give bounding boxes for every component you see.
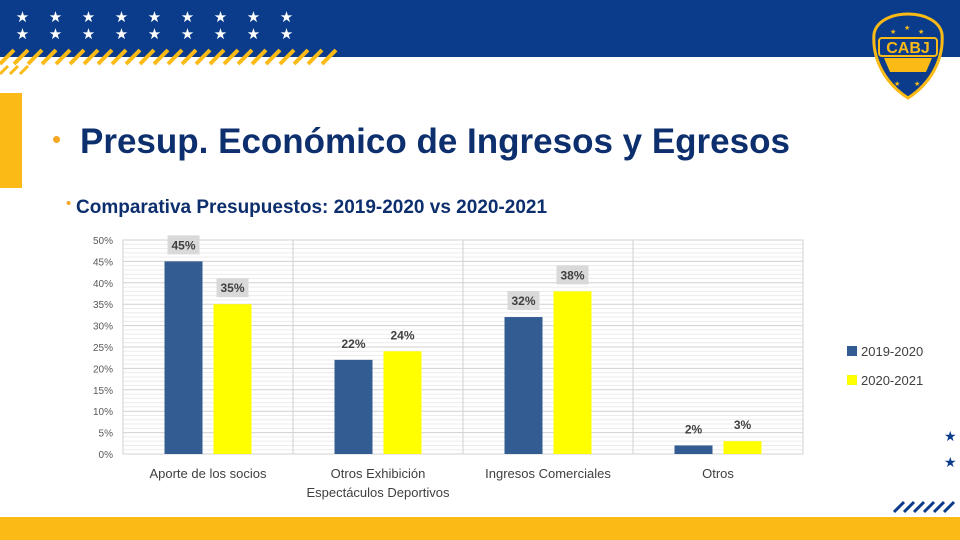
x-tick-label: Espectáculos Deportivos	[306, 485, 450, 500]
data-label: 45%	[171, 238, 195, 252]
y-tick-label: 35%	[93, 300, 113, 311]
star-icon: ★	[180, 9, 195, 26]
side-star-icon: ★	[944, 454, 957, 470]
slide-title: Presup. Económico de Ingresos y Egresos	[80, 122, 790, 161]
legend-label: 2020-2021	[861, 373, 923, 388]
y-tick-label: 45%	[93, 257, 113, 268]
data-label: 2%	[685, 422, 703, 436]
star-icon: ★	[279, 26, 294, 43]
y-tick-label: 50%	[93, 236, 113, 247]
y-tick-label: 15%	[93, 386, 113, 397]
logo-text: CABJ	[886, 40, 930, 57]
x-tick-label: Ingresos Comerciales	[485, 466, 611, 481]
data-label: 32%	[511, 294, 535, 308]
star-icon: ★	[81, 26, 96, 43]
star-icon: ★	[15, 9, 30, 26]
star-icon: ★	[147, 26, 162, 43]
bar-2019-2020	[504, 317, 543, 454]
star-icon: ★	[180, 26, 195, 43]
header-stars-row-1: ★ ★ ★ ★ ★ ★ ★ ★ ★	[6, 9, 303, 26]
svg-text:★: ★	[904, 24, 910, 32]
side-star-icon: ★	[944, 428, 957, 444]
legend-swatch	[847, 346, 857, 356]
y-tick-label: 0%	[99, 450, 114, 461]
slide-subtitle: Comparativa Presupuestos: 2019-2020 vs 2…	[76, 197, 548, 218]
legend-swatch	[847, 375, 857, 385]
star-icon: ★	[114, 26, 129, 43]
star-icon: ★	[48, 9, 63, 26]
title-bullet-icon: •	[52, 124, 62, 154]
star-icon: ★	[15, 26, 30, 43]
data-label: 22%	[341, 337, 365, 351]
bar-2019-2020	[334, 359, 373, 454]
x-tick-label: Otros Exhibición	[331, 466, 426, 481]
data-label: 35%	[220, 281, 244, 295]
left-accent-bar	[0, 93, 22, 188]
y-tick-label: 10%	[93, 407, 113, 418]
star-icon: ★	[246, 9, 261, 26]
data-label-box	[167, 235, 200, 255]
svg-text:★: ★	[890, 28, 896, 36]
svg-text:★: ★	[894, 80, 900, 88]
star-icon: ★	[246, 26, 261, 43]
star-icon: ★	[279, 9, 294, 26]
data-label-box	[216, 278, 249, 298]
x-tick-label: Aporte de los socios	[149, 466, 267, 481]
star-icon: ★	[213, 26, 228, 43]
svg-text:★: ★	[918, 28, 924, 36]
data-label-box	[556, 265, 589, 285]
top-header-band	[0, 0, 960, 57]
bar-2020-2021	[213, 304, 252, 454]
bar-2020-2021	[723, 441, 762, 454]
data-label: 3%	[734, 418, 752, 432]
star-icon: ★	[114, 9, 129, 26]
data-label: 38%	[560, 268, 584, 282]
bottom-right-stripes-decoration	[892, 500, 956, 514]
y-tick-label: 25%	[93, 343, 113, 354]
bar-2019-2020	[164, 261, 203, 454]
data-label: 24%	[390, 328, 414, 342]
star-icon: ★	[81, 9, 96, 26]
x-tick-label: Otros	[702, 466, 734, 481]
star-icon: ★	[213, 9, 228, 26]
bar-2019-2020	[674, 445, 713, 454]
plot-area	[122, 239, 804, 455]
legend-label: 2019-2020	[861, 344, 923, 359]
club-crest-logo: ★ ★ ★ ★ ★ CABJ	[872, 12, 944, 100]
star-icon: ★	[48, 26, 63, 43]
star-icon: ★	[147, 9, 162, 26]
bar-2020-2021	[383, 351, 422, 454]
bottom-accent-bar	[0, 517, 960, 540]
y-tick-label: 40%	[93, 279, 113, 290]
header-stars-row-2: ★ ★ ★ ★ ★ ★ ★ ★ ★	[6, 26, 303, 43]
diagonal-stripes-decoration	[0, 48, 338, 76]
bar-2020-2021	[553, 291, 592, 454]
subtitle-bullet-icon: •	[66, 195, 72, 212]
y-tick-label: 5%	[99, 429, 114, 440]
y-tick-label: 30%	[93, 322, 113, 333]
svg-text:★: ★	[914, 80, 920, 88]
y-tick-label: 20%	[93, 364, 113, 375]
data-label-box	[507, 291, 540, 311]
